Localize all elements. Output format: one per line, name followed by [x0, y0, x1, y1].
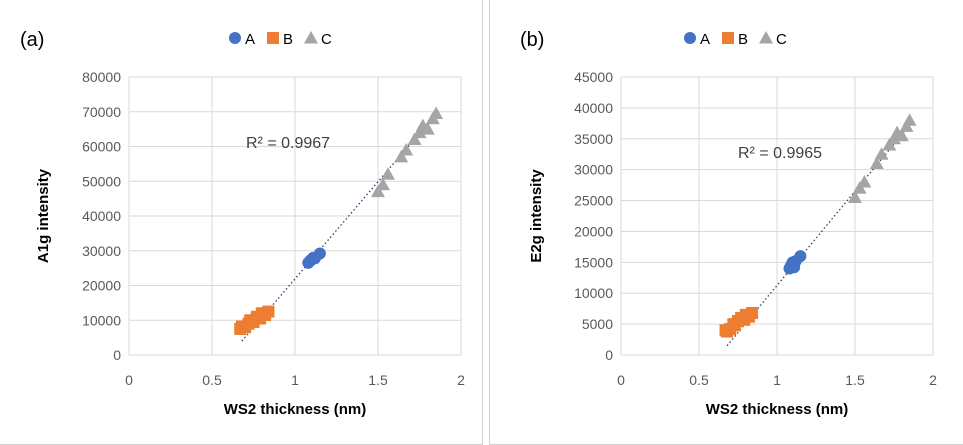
legend-label-c: C: [776, 31, 787, 48]
data-point-c: [399, 142, 414, 156]
y-tick-label: 25000: [574, 193, 613, 209]
data-point-c: [375, 177, 390, 191]
y-tick-label: 30000: [82, 243, 121, 259]
legend-label-b: B: [738, 31, 748, 48]
data-point-a: [313, 247, 326, 260]
data-point-c: [874, 147, 889, 160]
legend-marker-b: [267, 32, 279, 44]
y-tick-label: 0: [605, 347, 613, 363]
x-tick-label: 0.5: [202, 372, 222, 388]
r-squared-label: R² = 0.9965: [738, 145, 822, 162]
data-point-c: [429, 106, 444, 119]
y-tick-label: 50000: [82, 173, 121, 189]
y-tick-label: 80000: [82, 69, 121, 85]
y-tick-label: 0: [113, 347, 121, 363]
y-tick-label: 10000: [82, 312, 121, 328]
y-tick-label: 20000: [574, 223, 613, 239]
panel-label: (b): [520, 29, 544, 51]
x-tick-label: 1: [773, 372, 781, 388]
legend-label-b: B: [283, 31, 293, 48]
panel-label: (a): [20, 29, 44, 51]
x-tick-label: 2: [457, 372, 465, 388]
legend-label-c: C: [321, 31, 332, 48]
data-point-c: [394, 149, 409, 163]
data-point-b: [262, 305, 275, 318]
legend-marker-a: [229, 32, 241, 44]
y-tick-label: 10000: [574, 285, 613, 301]
legend-marker-c: [304, 31, 318, 44]
data-point-b: [746, 306, 759, 319]
chart-a-svg: (a) 0 10000 20000 30000 40000 50000 60000 70000 8…: [20, 29, 465, 418]
r-squared-label: R² = 0.9967: [246, 135, 330, 152]
legend-marker-c: [759, 31, 773, 44]
data-point-c: [420, 122, 435, 135]
x-tick-label: 0: [617, 372, 625, 388]
data-point-c: [869, 156, 884, 169]
data-point-a: [794, 250, 807, 263]
data-point-c: [412, 125, 427, 139]
data-point-c: [407, 132, 422, 146]
data-point-c: [894, 128, 909, 142]
y-tick-label: 35000: [574, 131, 613, 147]
y-tick-label: 5000: [582, 316, 613, 332]
legend-label-a: A: [245, 31, 255, 48]
data-point-c: [371, 184, 385, 198]
y-tick-label: 30000: [574, 162, 613, 178]
y-axis-title: E2g intensity: [528, 169, 545, 263]
y-tick-label: 45000: [574, 69, 613, 85]
y-axis-title: A1g intensity: [35, 168, 52, 263]
chart-b-svg: (b) 0 5000 10000 15000 20000 25000 30000 35000 40…: [520, 29, 937, 418]
legend-label-a: A: [700, 31, 710, 48]
y-tick-label: 60000: [82, 139, 121, 155]
y-tick-label: 15000: [574, 254, 613, 270]
x-tick-label: 1: [291, 372, 299, 388]
x-tick-label: 2: [929, 372, 937, 388]
x-tick-label: 0: [125, 372, 133, 388]
legend-marker-a: [684, 32, 696, 44]
x-tick-label: 1.5: [368, 372, 388, 388]
y-tick-label: 20000: [82, 278, 121, 294]
x-axis-title: WS2 thickness (nm): [224, 401, 367, 418]
data-point-c: [848, 190, 862, 203]
data-point-c: [857, 175, 872, 188]
chart-panel-b: (b) 0 5000 10000 15000 20000 25000 30000 35000 40…: [489, 0, 963, 445]
chart-panel-a: (a) 0 10000 20000 30000 40000 50000 60000 70000 8…: [0, 0, 483, 445]
x-axis-title: WS2 thickness (nm): [706, 401, 849, 418]
legend-marker-b: [722, 32, 734, 44]
x-tick-label: 0.5: [689, 372, 709, 388]
y-tick-label: 70000: [82, 104, 121, 120]
data-point-c: [902, 113, 917, 126]
y-tick-label: 40000: [82, 208, 121, 224]
x-tick-label: 1.5: [845, 372, 865, 388]
data-point-c: [380, 167, 395, 180]
y-tick-label: 40000: [574, 100, 613, 116]
